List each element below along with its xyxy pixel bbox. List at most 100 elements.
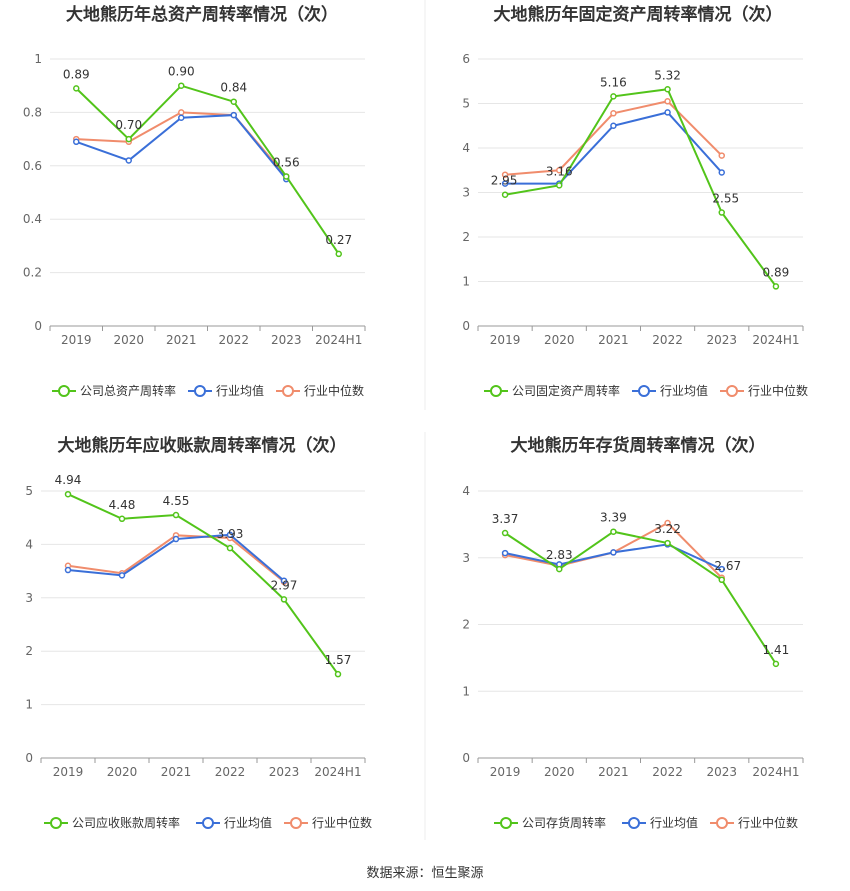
data-point — [226, 544, 234, 552]
y-tick-label: 0.2 — [23, 266, 42, 280]
y-tick-label: 2 — [462, 618, 470, 632]
data-label: 2.55 — [712, 192, 739, 206]
x-tick-label: 2022 — [652, 333, 683, 347]
data-label: 4.94 — [55, 473, 82, 487]
chart-panel-4: 大地熊历年存货周转率情况（次） 0 1 2 3 4 2019 2020 2021 2022 2023… — [462, 435, 804, 830]
legend-item: 公司总资产周转率 — [52, 383, 176, 398]
data-point — [610, 93, 617, 100]
legend-swatch-marker — [490, 385, 502, 397]
data-point — [118, 515, 126, 523]
data-point — [772, 283, 780, 290]
legend-label: 行业中位数 — [738, 815, 798, 830]
y-tick-label: 0.4 — [23, 212, 42, 226]
data-label: 2.67 — [714, 559, 741, 573]
x-tick-label: 2024H1 — [314, 765, 361, 779]
y-tick-label: 0 — [462, 319, 470, 333]
legend-item: 行业中位数 — [284, 815, 372, 830]
series-line — [75, 114, 288, 180]
data-label: 0.70 — [115, 118, 142, 132]
x-tick-label: 2024H1 — [752, 333, 799, 347]
y-tick-label: 1 — [34, 52, 42, 66]
data-label: 2.83 — [546, 548, 573, 562]
data-point — [280, 596, 288, 603]
x-tick-label: 2021 — [166, 333, 197, 347]
data-label: 0.89 — [63, 67, 90, 81]
data-point — [556, 182, 563, 189]
x-tick-label: 2022 — [215, 765, 246, 779]
y-tick-label: 4 — [462, 141, 470, 155]
legend-item: 行业均值 — [622, 815, 698, 830]
x-tick-label: 2023 — [706, 333, 737, 347]
series-company — [64, 490, 342, 678]
legend-item: 公司存货周转率 — [494, 815, 606, 830]
series-industry-average — [64, 531, 288, 584]
y-tick-label: 6 — [462, 52, 470, 66]
data-label: 4.48 — [109, 498, 136, 512]
series-line — [75, 84, 340, 255]
y-tick-label: 0 — [25, 751, 33, 765]
data-point — [664, 109, 671, 116]
x-tick-label: 2020 — [544, 333, 575, 347]
legend-swatch-marker — [716, 817, 728, 829]
legend-item: 行业均值 — [196, 815, 272, 830]
data-point — [125, 135, 132, 143]
data-label: 0.84 — [220, 81, 247, 95]
series-line — [76, 111, 288, 178]
data-label: 0.89 — [763, 265, 790, 279]
data-point — [118, 572, 126, 579]
legend-label: 行业均值 — [224, 815, 272, 830]
chart-panel-2: 大地熊历年固定资产周转率情况（次） 0 1 2 3 4 5 6 2019 2020 2021 2022… — [462, 4, 808, 398]
data-label: 3.39 — [600, 511, 627, 525]
y-tick-label: 2 — [462, 230, 470, 244]
series-company — [73, 82, 342, 258]
y-tick-label: 1 — [462, 275, 470, 289]
legend-label: 公司固定资产周转率 — [512, 383, 620, 398]
series-industry-median — [501, 98, 725, 178]
y-tick-label: 0.6 — [23, 159, 42, 173]
series-company — [501, 528, 780, 668]
legend-label: 公司存货周转率 — [522, 815, 606, 830]
legend-item: 行业均值 — [188, 383, 264, 398]
data-point — [64, 566, 72, 574]
data-point — [501, 191, 509, 198]
x-tick-label: 2022 — [218, 333, 249, 347]
x-tick-label: 2022 — [652, 765, 683, 779]
data-point — [172, 535, 180, 543]
legend-label: 行业中位数 — [304, 383, 364, 398]
x-tick-label: 2023 — [269, 765, 300, 779]
data-point — [178, 82, 185, 89]
x-tick-label: 2020 — [544, 765, 575, 779]
data-label: 2.97 — [271, 578, 298, 592]
data-label: 0.27 — [325, 233, 352, 247]
y-tick-label: 3 — [462, 186, 470, 200]
chart-title: 大地熊历年存货周转率情况（次） — [511, 435, 766, 456]
data-label: 5.16 — [600, 75, 627, 89]
data-point — [556, 167, 563, 174]
legend-swatch-marker — [202, 817, 214, 829]
data-label: 1.57 — [325, 653, 352, 667]
y-tick-label: 5 — [462, 97, 470, 111]
y-tick-label: 0 — [462, 751, 470, 765]
data-point — [556, 565, 563, 573]
legend-item: 行业均值 — [632, 383, 708, 398]
x-tick-label: 2019 — [61, 333, 92, 347]
x-tick-label: 2021 — [161, 765, 192, 779]
data-label: 2.95 — [491, 174, 518, 188]
data-point — [718, 169, 725, 176]
legend-label: 公司应收账款周转率 — [72, 815, 180, 830]
legend-item: 行业中位数 — [276, 383, 364, 398]
data-point — [283, 173, 290, 180]
data-label: 5.32 — [654, 68, 681, 82]
y-tick-label: 0.8 — [23, 105, 42, 119]
data-point — [226, 531, 234, 539]
data-label: 3.37 — [492, 512, 519, 526]
legend-item: 行业中位数 — [720, 383, 808, 398]
series-line — [504, 530, 777, 665]
x-tick-label: 2023 — [706, 765, 737, 779]
data-point — [230, 111, 237, 119]
data-point — [664, 539, 671, 547]
x-tick-label: 2020 — [107, 765, 138, 779]
data-label: 3.22 — [654, 522, 681, 536]
y-tick-label: 5 — [25, 484, 33, 498]
